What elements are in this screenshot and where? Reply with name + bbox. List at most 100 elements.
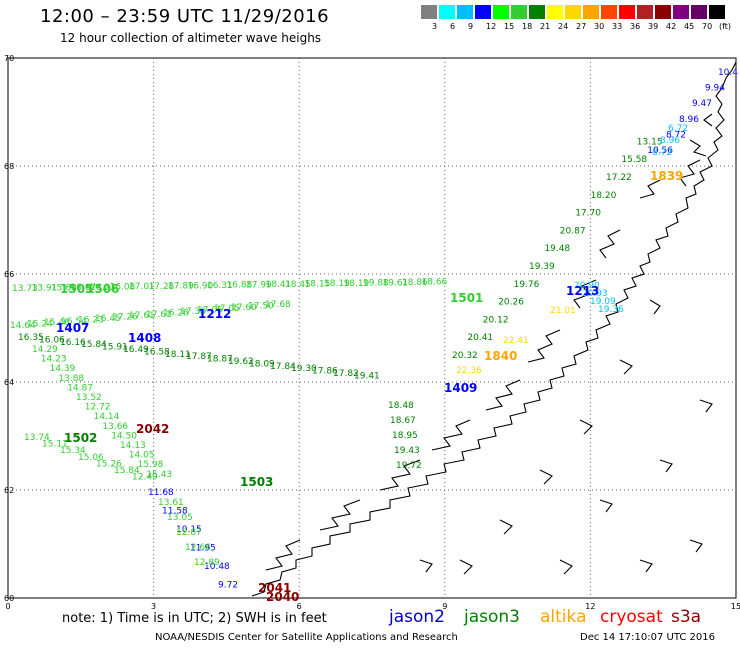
track-value-label: 19.09 [590,297,616,307]
track-value-label: 13.88 [58,374,84,384]
legend-label: 70 [702,22,713,31]
track-value-label: 18.20 [591,191,617,201]
track-value-label: 13.61 [158,498,184,508]
footer-timestamp: Dec 14 17:10:07 UTC 2016 [580,632,715,643]
pass-id-label: 1213 [566,284,599,298]
track-value-label: 19.88 [363,279,389,289]
longitude-label: 3 [151,602,156,611]
track-value-label: 15.06 [78,453,104,463]
track-value-label: 17.68 [265,300,291,310]
track-value-label: 12.89 [194,558,220,568]
track-value-label: 16.23 [90,283,116,293]
track-value-label: 18.15 [305,280,331,290]
coastline [251,61,737,597]
track-value-label: 14.39 [50,364,76,374]
legend-label: 39 [648,22,659,31]
pass-id-label: 1212 [198,307,231,321]
legend-swatch [547,5,563,19]
track-value-label: 19.30 [291,364,317,374]
track-value-label: 17.05 [197,306,223,316]
track-value-label: 18.67 [390,416,416,426]
track-value-label: 12.66 [185,543,211,553]
longitude-label: 9 [442,602,447,611]
track-value-label: 16.06 [39,335,65,345]
track-value-label: 19.61 [383,278,409,288]
legend-swatch [601,5,617,19]
track-value-label: 13.05 [167,513,193,523]
legend-swatch [493,5,509,19]
track-value-label: 20.41 [467,333,493,343]
latitude-label: 60 [4,594,14,603]
legend-label: 21 [540,22,551,31]
units-note: note: 1) Time is in UTC; 2) SWH is in fe… [62,611,327,626]
track-value-label: 18.87 [207,355,233,365]
track-value-label: 17.26 [112,313,138,323]
track-value-label: 20.87 [560,226,586,236]
track-value-label: 15.98 [138,460,164,470]
pass-id-label: 1506 [86,282,119,296]
track-value-label: 12.49 [132,473,158,483]
track-value-label: 17.84 [270,362,296,372]
track-value-label: 20.26 [498,298,524,308]
track-value-label: 15.26 [96,459,122,469]
legend-label: 3 [432,22,438,31]
track-value-label: 10.56 [647,146,673,156]
track-value-label: 15.43 [146,470,172,480]
pass-id-label: 1501 [450,291,483,305]
track-value-label: 19.48 [544,244,570,254]
track-value-label: 19.76 [514,280,540,290]
track-value-label: 17.87 [186,352,212,362]
track-value-label: 17.50 [248,301,274,311]
track-value-label: 14.05 [129,451,155,461]
track-value-label: 18.11 [165,350,191,360]
pass-id-label: 2042 [136,422,169,436]
legend-swatch [691,5,707,19]
legend-label: 33 [612,22,623,31]
page-title: 12:00 – 23:59 UTC 11/29/2016 [40,6,330,27]
track-value-label: 9.72 [218,581,238,591]
legend-unit: (ft) [719,22,732,31]
track-value-label: 16.88 [227,281,253,291]
track-value-label: 18.48 [388,401,414,411]
track-value-label: 16.45 [95,314,121,324]
legend-label: 27 [576,22,587,31]
track-value-label: 13.91 [32,284,58,294]
track-value-label: 15.84 [81,340,107,350]
legend-label: 9 [468,22,474,31]
track-value-label: 15.58 [621,155,647,165]
track-value-label: 14.14 [94,412,120,422]
track-value-label: 19.62 [228,357,254,367]
track-value-label: 16.08 [110,283,136,293]
track-value-label: 14.23 [41,355,67,365]
track-value-label: 17.60 [231,303,257,313]
longitude-label: 15 [731,602,740,611]
legend-label: 45 [684,22,695,31]
track-value-label: 15.60 [51,283,77,293]
track-value-label: 19.72 [396,461,422,471]
track-value-label: 10.4 [718,68,738,78]
track-value-label: 16.31 [207,281,233,291]
track-value-label: 18.66 [422,278,448,288]
legend-label: 6 [450,22,456,31]
legend-swatch [565,5,581,19]
legend-label: 24 [558,22,569,31]
pass-id-label: 2041 [258,581,291,595]
track-value-label: 13.52 [76,393,102,403]
track-value-label: 16.35 [18,333,44,343]
legend-swatch [709,5,725,19]
track-value-label: 22.36 [456,366,482,376]
track-value-label: 16.07 [71,283,97,293]
track-value-label: 16.28 [163,308,189,318]
legend-swatch [511,5,527,19]
track-value-label: 14.64 [10,321,36,331]
legend-swatch [529,5,545,19]
latitude-label: 64 [4,378,14,387]
pass-id-label: 1407 [56,321,89,335]
track-value-label: 8.96 [679,115,699,125]
track-value-label: 19.39 [529,262,555,272]
track-value-label: 13.73 [12,284,38,294]
track-value-label: 13.74 [24,433,50,443]
pass-id-label: 1503 [240,475,273,489]
legend-swatch [619,5,635,19]
longitude-label: 12 [585,602,595,611]
